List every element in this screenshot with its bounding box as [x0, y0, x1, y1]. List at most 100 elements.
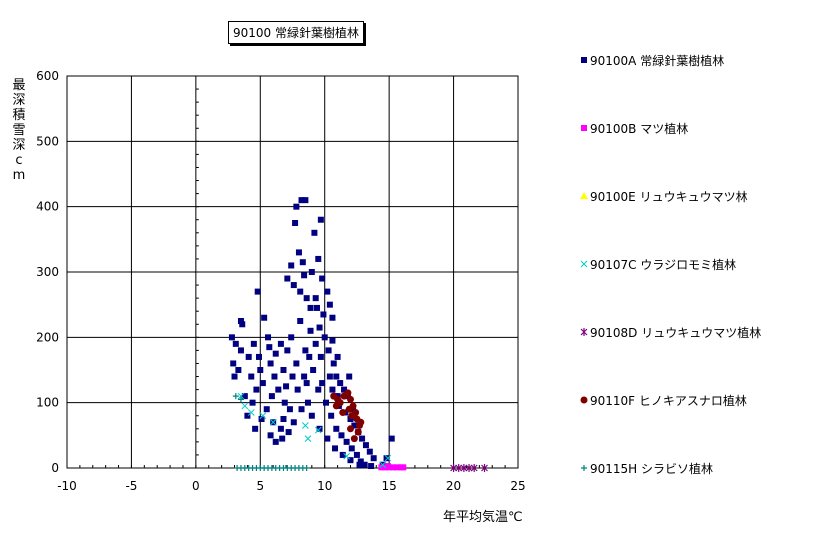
data-point: [261, 314, 268, 321]
data-point: [257, 367, 264, 373]
data-point: [324, 435, 331, 442]
data-point: [302, 197, 309, 204]
data-point: [370, 455, 377, 462]
data-point: [302, 422, 309, 429]
y-tick-label: 500: [36, 134, 59, 148]
data-point: [346, 395, 354, 403]
data-point: [315, 255, 322, 262]
data-point: [455, 464, 463, 472]
data-point: [285, 429, 292, 436]
legend-label: 90100B マツ植林: [590, 121, 689, 136]
data-point: [341, 386, 348, 393]
data-point: [239, 321, 246, 328]
legend-marker: [581, 57, 587, 63]
data-point: [348, 412, 356, 420]
data-point: [303, 465, 310, 471]
legend-item: 90100B マツ植林: [578, 118, 688, 138]
legend-marker-shape: [580, 396, 588, 404]
data-point: [297, 318, 304, 324]
data-point: [348, 445, 355, 452]
legend-marker-shape: [580, 192, 588, 199]
data-point: [280, 416, 287, 422]
data-point: [288, 334, 295, 341]
data-point: [237, 396, 244, 403]
legend-marker-shape: [581, 465, 587, 471]
legend-item: 90107C ウラジロモミ植林: [578, 254, 736, 274]
data-point: [470, 464, 478, 472]
data-point: [297, 288, 304, 295]
data-point: [269, 418, 277, 426]
data-point: [290, 282, 297, 289]
data-point: [359, 435, 366, 442]
data-point: [241, 402, 249, 410]
data-point: [232, 340, 239, 347]
data-point: [237, 347, 244, 354]
y-axis-label-char: 雪: [12, 123, 26, 138]
data-point: [481, 464, 488, 472]
data-point: [334, 353, 341, 360]
data-point: [293, 360, 300, 367]
legend-marker: [580, 328, 588, 336]
data-point: [384, 454, 392, 462]
data-point: [253, 386, 260, 393]
data-point: [248, 373, 255, 380]
data-point: [383, 455, 390, 462]
data-point: [301, 373, 308, 380]
data-point: [368, 463, 375, 470]
data-point: [267, 360, 274, 367]
data-point: [237, 318, 244, 324]
data-point: [303, 295, 310, 302]
x-tick-label: 15: [382, 479, 397, 493]
data-point: [307, 327, 314, 334]
data-point: [379, 461, 387, 469]
y-axis-label-char: 積: [12, 108, 26, 123]
data-point: [306, 353, 313, 360]
data-point: [289, 373, 296, 380]
data-point: [324, 288, 331, 295]
legend-marker-shape: [581, 125, 587, 131]
data-point: [344, 389, 352, 397]
data-point: [277, 425, 284, 432]
y-tick-label: 400: [36, 200, 59, 214]
x-tick-label: 10: [317, 479, 332, 493]
data-point: [255, 353, 262, 360]
legend-marker: [580, 396, 588, 404]
data-point: [284, 275, 291, 282]
data-point: [326, 373, 333, 380]
data-point: [393, 464, 400, 471]
data-point: [323, 399, 330, 406]
legend-item: 90115H シラビソ植林: [578, 458, 713, 478]
data-point: [288, 262, 295, 269]
data-point: [325, 347, 332, 354]
data-point: [339, 408, 347, 416]
data-point: [247, 409, 255, 416]
x-axis-label: 年平均気温℃: [443, 510, 523, 525]
data-point: [354, 428, 362, 436]
data-point: [293, 203, 300, 210]
data-point: [317, 353, 324, 360]
data-point: [241, 393, 248, 400]
data-point: [275, 386, 282, 393]
data-point: [228, 334, 235, 341]
data-point: [460, 464, 468, 472]
data-point: [272, 438, 279, 445]
data-point: [310, 367, 317, 373]
y-axis-label-char: m: [12, 168, 26, 183]
y-axis-label-char: 深: [12, 93, 26, 108]
legend-item: 90110F ヒノキアスナロ植林: [578, 390, 747, 410]
data-point: [343, 438, 350, 445]
data-point: [245, 353, 252, 360]
legend-marker: [581, 125, 587, 131]
data-point: [258, 416, 265, 422]
data-point: [319, 275, 326, 282]
x-tick-label: -10: [57, 479, 77, 493]
data-point: [311, 229, 318, 236]
data-point: [249, 399, 256, 406]
data-point: [304, 399, 311, 406]
data-point: [351, 422, 358, 429]
data-point: [338, 432, 345, 439]
data-point: [250, 340, 257, 347]
data-point: [312, 295, 319, 302]
data-point: [298, 406, 305, 413]
